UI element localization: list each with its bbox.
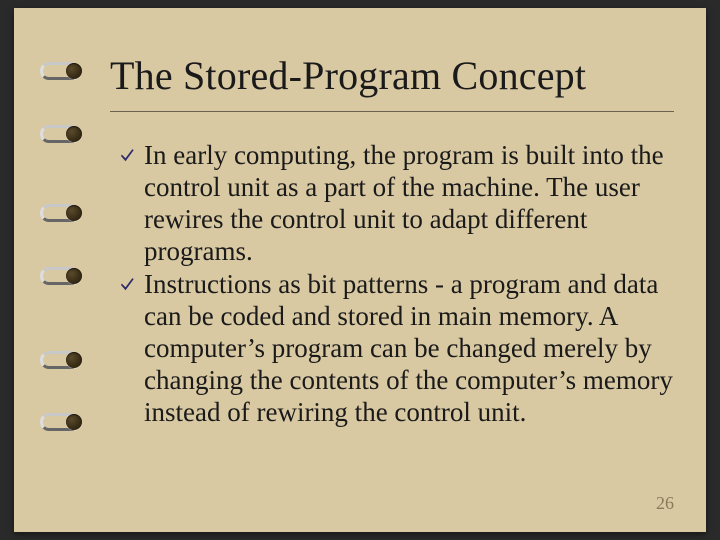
bullet-list: In early computing, the program is built…: [110, 140, 674, 429]
slide: The Stored-Program Concept In early comp…: [14, 8, 706, 532]
binder-rings: [38, 8, 88, 532]
checkmark-icon: [118, 276, 136, 294]
bullet-item: In early computing, the program is built…: [118, 140, 674, 267]
binder-ring: [38, 123, 82, 145]
checkmark-icon: [118, 147, 136, 165]
binder-ring: [38, 60, 82, 82]
slide-content: The Stored-Program Concept In early comp…: [110, 52, 674, 512]
binder-ring: [38, 265, 82, 287]
bullet-text: Instructions as bit patterns - a program…: [144, 269, 674, 428]
slide-title: The Stored-Program Concept: [110, 52, 674, 112]
bullet-text: In early computing, the program is built…: [144, 140, 674, 267]
binder-ring: [38, 349, 82, 371]
page-number: 26: [656, 493, 674, 514]
binder-ring: [38, 411, 82, 433]
binder-ring: [38, 202, 82, 224]
bullet-item: Instructions as bit patterns - a program…: [118, 269, 674, 428]
